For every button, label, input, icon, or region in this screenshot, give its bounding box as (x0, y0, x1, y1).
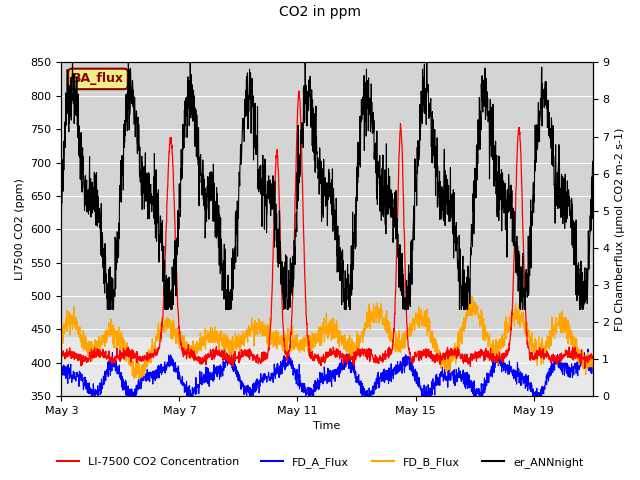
Legend: LI-7500 CO2 Concentration, FD_A_Flux, FD_B_Flux, er_ANNnight: LI-7500 CO2 Concentration, FD_A_Flux, FD… (52, 452, 588, 472)
Text: BA_flux: BA_flux (72, 72, 124, 85)
Bar (61, 62, 593, 336)
Text: CO2 in ppm: CO2 in ppm (279, 5, 361, 19)
Y-axis label: FD Chamberflux (μmol CO2 m-2 s-1): FD Chamberflux (μmol CO2 m-2 s-1) (615, 128, 625, 331)
X-axis label: Time: Time (314, 421, 340, 432)
Y-axis label: LI7500 CO2 (ppm): LI7500 CO2 (ppm) (15, 179, 25, 280)
